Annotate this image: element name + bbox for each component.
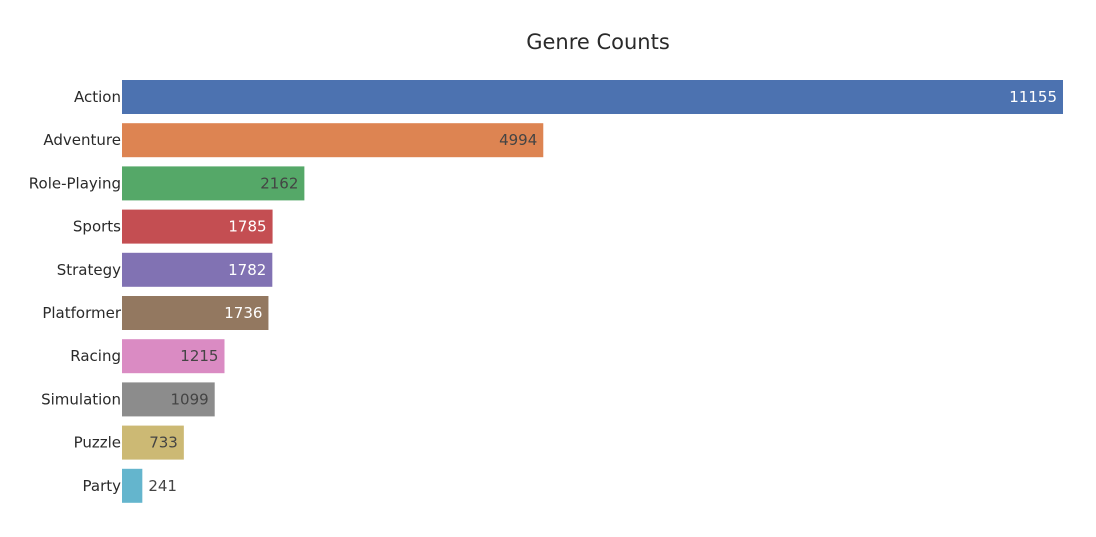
- value-label: 11155: [1009, 88, 1057, 106]
- bar-platformer: [122, 296, 269, 330]
- value-label: 241: [148, 477, 177, 495]
- bar-puzzle: [122, 425, 184, 460]
- category-label: Racing: [70, 347, 121, 365]
- category-label: Simulation: [41, 390, 121, 408]
- bar-role-playing: [122, 166, 305, 201]
- bar-party: [122, 468, 143, 503]
- category-label: Role-Playing: [29, 174, 121, 192]
- value-label: 4994: [499, 131, 537, 149]
- value-label: 733: [149, 434, 178, 452]
- bar-sports: [122, 209, 273, 244]
- category-label: Action: [74, 88, 121, 106]
- value-label: 1099: [171, 390, 209, 408]
- value-label: 1782: [228, 261, 266, 279]
- category-label: Puzzle: [74, 434, 121, 452]
- category-label: Strategy: [57, 261, 121, 279]
- bars-layer: Action 11155 Adventure 4994 Role-Playing 2162…: [29, 80, 1063, 503]
- value-label: 1736: [224, 304, 262, 322]
- chart-title: Genre Counts: [526, 30, 670, 54]
- value-label: 2162: [260, 174, 298, 192]
- bar-simulation: [122, 382, 215, 417]
- value-label: 1215: [180, 347, 218, 365]
- bar-strategy: [122, 252, 273, 287]
- bar-racing: [122, 339, 225, 374]
- value-label: 1785: [228, 218, 266, 236]
- category-label: Platformer: [42, 304, 121, 322]
- bar-action: [122, 80, 1063, 114]
- bar-adventure: [122, 123, 544, 158]
- category-label: Party: [83, 477, 122, 495]
- category-label: Sports: [73, 218, 121, 236]
- category-label: Adventure: [43, 131, 121, 149]
